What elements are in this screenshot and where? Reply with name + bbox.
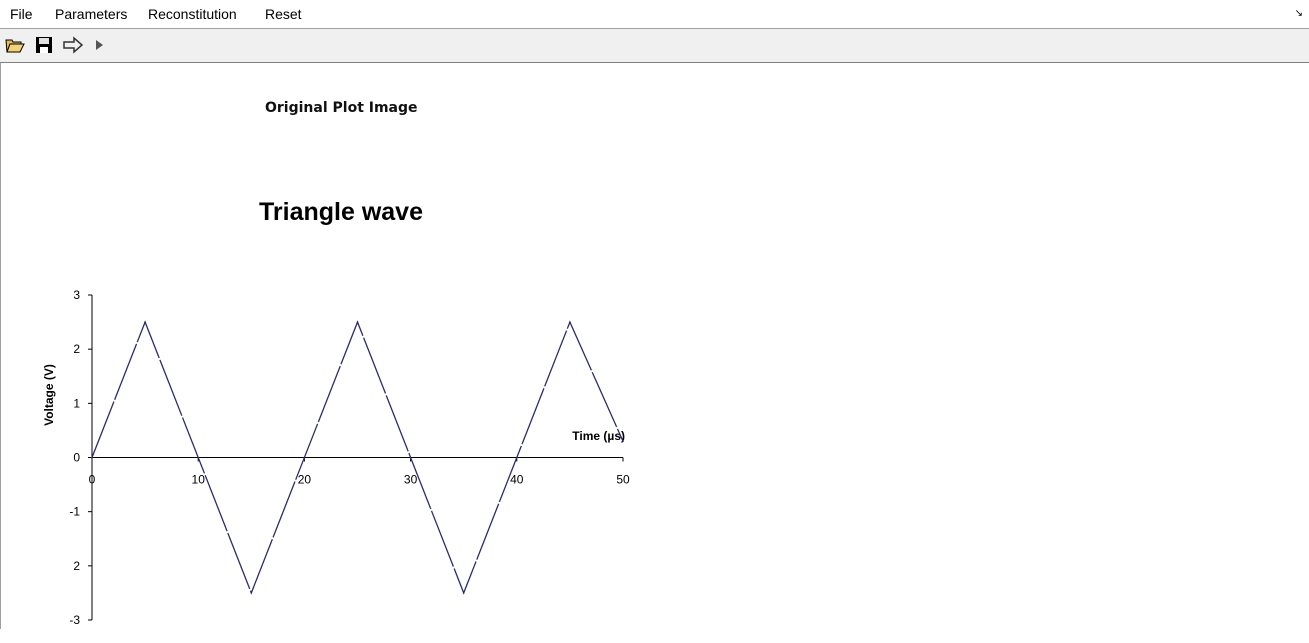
menu-parameters[interactable]: Parameters bbox=[55, 6, 128, 22]
y-tick-label: -3 bbox=[69, 613, 80, 627]
chart-title: Triangle wave bbox=[259, 198, 423, 226]
series-point bbox=[91, 456, 93, 459]
y-tick-label: 3 bbox=[73, 288, 80, 302]
axes bbox=[88, 294, 624, 621]
menu-bar: File Parameters Reconstitution Reset ↘ bbox=[0, 0, 1309, 29]
x-axis-label: Time (µs) bbox=[572, 429, 625, 443]
subheader-title: Original Plot Image bbox=[265, 100, 418, 116]
x-tick-label: 0 bbox=[89, 473, 96, 487]
x-tick-label: 20 bbox=[298, 473, 312, 487]
y-tick-label: -1 bbox=[69, 505, 80, 519]
plot-view-panel: Original Plot Image Triangle wave 3 2 1 0 -1… bbox=[0, 63, 1309, 629]
menu-reset[interactable]: Reset bbox=[265, 6, 302, 22]
series-point bbox=[144, 321, 146, 323]
play-icon[interactable] bbox=[92, 35, 112, 55]
open-folder-icon[interactable] bbox=[5, 35, 25, 55]
series bbox=[91, 320, 624, 595]
x-tick-label: 50 bbox=[616, 473, 630, 487]
menu-file[interactable]: File bbox=[10, 6, 33, 22]
save-icon[interactable] bbox=[34, 35, 54, 55]
x-tick-label: 30 bbox=[404, 473, 418, 487]
x-tick-label: 10 bbox=[192, 473, 206, 487]
arrow-right-icon[interactable] bbox=[62, 35, 84, 55]
x-tick-label: 40 bbox=[510, 473, 524, 487]
y-tick-label: 0 bbox=[73, 451, 80, 465]
y-tick-label: 2 bbox=[73, 559, 80, 573]
series-point bbox=[356, 321, 359, 323]
toolbar bbox=[0, 29, 1309, 63]
series-point bbox=[622, 440, 624, 443]
restore-corner-icon[interactable]: ↘ bbox=[1294, 8, 1303, 19]
y-axis-label: Voltage (V) bbox=[42, 364, 56, 426]
series-point bbox=[462, 592, 465, 594]
menu-reconstitution[interactable]: Reconstitution bbox=[148, 6, 237, 22]
series-point bbox=[569, 321, 571, 323]
y-tick-label: 1 bbox=[73, 396, 80, 410]
y-tick-label: 2 bbox=[73, 342, 80, 356]
series-point bbox=[250, 592, 253, 594]
